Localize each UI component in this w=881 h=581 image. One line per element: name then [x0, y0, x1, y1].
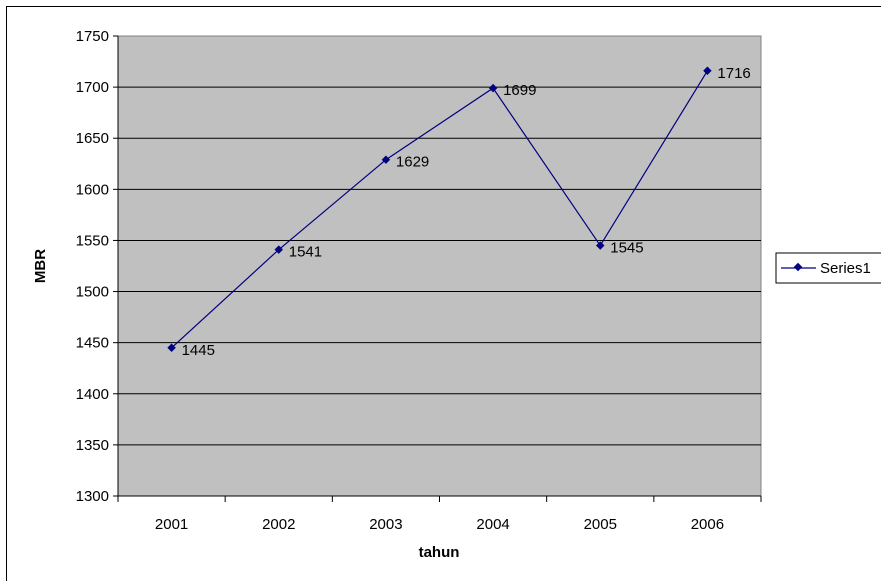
data-label: 1445	[182, 342, 215, 359]
y-tick-label: 1550	[76, 232, 109, 249]
y-tick-label: 1650	[76, 130, 109, 147]
data-labels: 1445 1541 1629 1699 1545 1716	[182, 65, 751, 359]
x-axis-title: tahun	[419, 544, 460, 561]
data-point	[488, 83, 498, 93]
data-label: 1541	[289, 244, 322, 261]
data-label: 1629	[396, 154, 429, 171]
y-axis-title: MBR	[32, 249, 49, 283]
x-tick-label: 2004	[476, 516, 509, 533]
legend-label: Series1	[820, 260, 871, 277]
y-axis: 1300 1350 1400 1450 1500 1550 1600 1650 1700 1750	[76, 28, 119, 505]
legend-marker	[793, 262, 803, 272]
data-label: 1545	[610, 240, 643, 257]
series-line	[171, 70, 708, 349]
y-tick-label: 1450	[76, 335, 109, 352]
data-point	[274, 245, 283, 254]
y-tick-label: 1300	[76, 488, 109, 505]
y-tick-label: 1400	[76, 386, 109, 403]
x-tick-label: 2002	[262, 516, 295, 533]
data-point	[381, 155, 391, 164]
data-point	[167, 343, 176, 353]
legend: Series1	[775, 252, 881, 284]
data-label: 1699	[503, 82, 536, 99]
y-tick-label: 1500	[76, 284, 109, 301]
x-tick-label: 2003	[369, 516, 402, 533]
y-tick-label: 1350	[76, 437, 109, 454]
x-tick-label: 2001	[155, 516, 188, 533]
chart-frame	[6, 6, 881, 581]
plot-area	[117, 35, 762, 497]
y-tick-label: 1600	[76, 181, 109, 198]
x-tick-label: 2006	[691, 516, 724, 533]
y-tick-label: 1700	[76, 79, 109, 96]
gridlines	[118, 86, 761, 446]
data-label: 1716	[717, 65, 750, 82]
x-axis: 2001 2002 2003 2004 2005 2006	[117, 495, 762, 533]
x-tick-label: 2005	[584, 516, 617, 533]
y-tick-label: 1750	[76, 28, 109, 45]
